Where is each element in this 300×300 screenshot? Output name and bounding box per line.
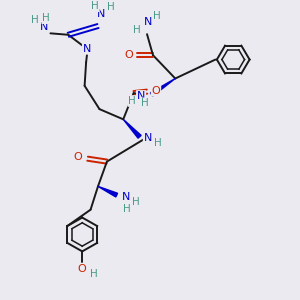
Text: N: N xyxy=(40,22,49,32)
Text: H: H xyxy=(154,138,161,148)
Text: H: H xyxy=(42,13,50,23)
Text: N: N xyxy=(144,133,152,143)
Text: O: O xyxy=(74,152,82,162)
Text: N: N xyxy=(137,91,145,101)
Text: H: H xyxy=(91,1,99,11)
Text: H: H xyxy=(123,204,131,214)
Text: H: H xyxy=(31,15,39,25)
Text: H: H xyxy=(128,96,136,106)
Text: O: O xyxy=(124,50,133,60)
Text: N: N xyxy=(83,44,91,54)
Text: H: H xyxy=(141,98,149,108)
Polygon shape xyxy=(98,186,118,197)
Text: H: H xyxy=(153,11,160,21)
Text: N: N xyxy=(143,17,152,27)
Polygon shape xyxy=(150,79,175,96)
Polygon shape xyxy=(123,119,141,138)
Text: H: H xyxy=(133,25,140,35)
Text: H: H xyxy=(106,2,114,12)
Text: H: H xyxy=(132,197,140,207)
Text: N: N xyxy=(98,9,106,19)
Text: O: O xyxy=(152,86,160,96)
Text: H: H xyxy=(90,269,98,279)
Text: O: O xyxy=(78,265,87,275)
Text: N: N xyxy=(122,192,130,202)
